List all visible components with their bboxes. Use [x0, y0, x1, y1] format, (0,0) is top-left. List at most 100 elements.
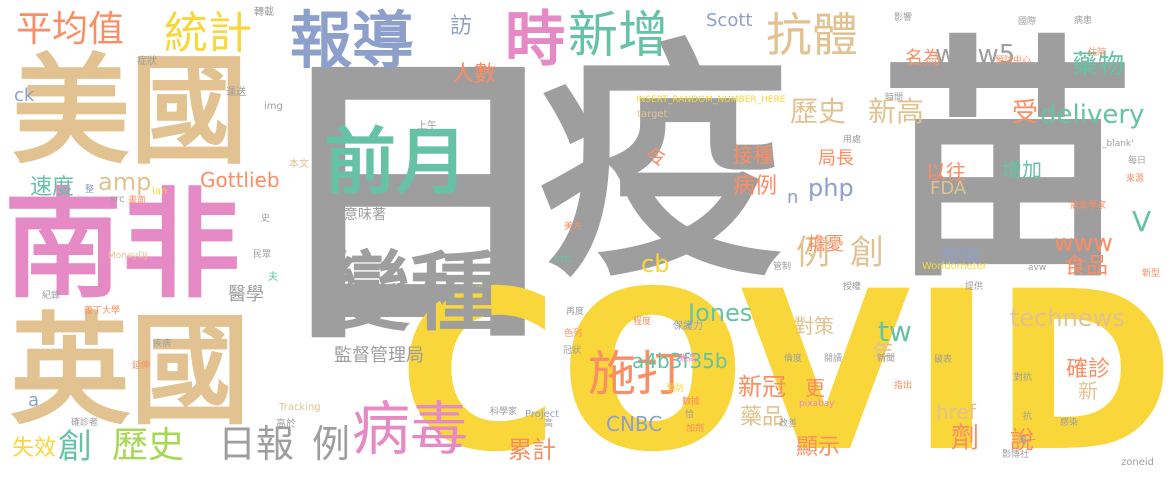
word-shuju: 數據	[682, 397, 701, 407]
word-jixiao: 幾高	[679, 354, 698, 364]
word-chuang2: 創	[850, 233, 884, 273]
word-bingli: 病例	[733, 174, 778, 199]
word-a4b3: a4b3f35b	[632, 349, 728, 373]
word-href: href	[936, 400, 976, 424]
word-baodao: 報導	[290, 4, 415, 77]
word-tw: tw	[878, 315, 912, 348]
word-gaoyu: 高於	[276, 419, 296, 430]
word-chengdu: 程度	[633, 317, 652, 327]
word-jiandu: 監督管理局	[334, 345, 424, 366]
word-fu: 夫	[268, 272, 278, 283]
word-yidu: 倫度	[784, 354, 803, 364]
word-delivery: delivery	[1040, 100, 1145, 130]
word-yingxiang: 影響	[894, 13, 913, 23]
word-shi: 時	[505, 5, 565, 75]
word-zengjia: 增加	[1002, 158, 1042, 182]
word-cnbc: CNBC	[606, 412, 663, 436]
word-yuedu: 閱讀	[824, 354, 843, 364]
word-yanshen: 延伸	[132, 361, 151, 371]
word-bingyuan: 病患	[1074, 16, 1093, 26]
word-tracking: Tracking	[279, 402, 321, 413]
word-zhichu: 指出	[894, 381, 913, 391]
word-qianyue: 前月	[324, 120, 469, 204]
word-cdc: CDC	[554, 255, 574, 265]
word-shijian: 時間	[885, 93, 904, 103]
word-guanzhuang: 冠狀	[563, 346, 582, 356]
word-yunsong: 運送	[226, 87, 246, 98]
word-zheng: 整	[85, 185, 95, 195]
word-xianshi: 顯示	[796, 435, 841, 460]
word-nian: 年	[872, 341, 895, 366]
word-beiding: 蕾丁大學	[84, 306, 121, 316]
word-bingdu: 病毒	[352, 395, 469, 463]
word-lan: lan	[152, 186, 168, 197]
word-target: target	[637, 109, 668, 120]
word-geng: 更	[805, 376, 825, 400]
word-src: src	[110, 194, 125, 205]
word-kang: 抗	[1023, 412, 1033, 422]
word-yiwang: 以往	[926, 160, 966, 184]
word-huan: 懷	[993, 75, 1003, 85]
word-pochu: 破表	[934, 355, 953, 365]
word-covid: COVID	[397, 244, 1175, 482]
word-benwen: 本文	[289, 159, 309, 170]
word-yiweizhe: 意味著	[344, 207, 386, 223]
word-n: n	[787, 187, 799, 208]
word-xinwen: 新聞	[877, 354, 896, 364]
word-yingbo: 影博社	[1002, 450, 1030, 460]
word-avw: avw	[1028, 263, 1047, 273]
word-www5: www5	[935, 40, 1016, 70]
word-zhuanzai: 轉載	[254, 7, 274, 18]
word-leiji: 累計	[508, 436, 556, 464]
word-xinzeng: 新增	[568, 6, 668, 64]
word-jiaoshou: 授權	[843, 282, 862, 292]
word-sela: 色列	[564, 329, 583, 339]
word-pingjunzhi: 平均值	[16, 9, 125, 50]
word-minzhong: 民眾	[253, 250, 272, 260]
word-miao: 苗	[880, 15, 1136, 312]
word-www: www	[1054, 229, 1113, 257]
word-meifang: 美方	[564, 222, 583, 232]
word-scott: Scott	[706, 10, 753, 31]
word-guanli: 管制	[773, 262, 792, 272]
word-jiaji: 加劑	[686, 424, 705, 434]
word-sudu: 速度	[30, 175, 75, 200]
word-ji: 劑	[951, 421, 980, 454]
word-shuo: 說	[1010, 426, 1034, 454]
word-meiri: 每日	[1128, 156, 1147, 166]
word-lishi1: 歷史	[112, 425, 185, 466]
word-danyou: 擔憂	[808, 234, 844, 255]
word-worldometer: Worldometer	[922, 261, 987, 272]
word-renshu: 人數	[452, 62, 497, 87]
word-li1: 例	[312, 422, 351, 466]
word-laiyuan: 來源	[1126, 174, 1145, 184]
word-duice: 對策	[794, 314, 834, 338]
word-php: php	[808, 174, 854, 202]
word-pixabay: pixabay	[799, 399, 835, 409]
word-duikang: 對抗	[1014, 373, 1033, 383]
word-gao: 高	[544, 419, 554, 429]
word-yufang: 預防	[666, 384, 685, 394]
word-fang: 訪	[450, 14, 473, 39]
word-gongshi: 國際	[1018, 17, 1037, 27]
word-zoneid: zoneid	[1121, 457, 1154, 468]
word-bianzhong: 變種	[324, 243, 496, 343]
word-li2: 例	[796, 233, 830, 273]
word-yixue: 醫學	[228, 284, 264, 305]
word-jones: Jones	[688, 299, 753, 327]
word-jilu: 紀錄	[42, 291, 61, 301]
word-jiakuai: 加快	[940, 244, 980, 268]
word-zhuangkuang: 症狀	[137, 56, 157, 67]
word-yaopin: 藥品	[740, 405, 785, 430]
word-jibing: 疾病	[153, 339, 172, 349]
word-fda: FDA	[930, 178, 967, 199]
word-qia: 恰	[685, 410, 695, 420]
word-yongdu: 用處	[843, 135, 862, 145]
word-lishi2: 歷史	[790, 95, 847, 128]
word-moneydj: MoneyDJ	[108, 251, 148, 261]
word-ri: 日	[262, 24, 572, 385]
word-img: img	[264, 101, 283, 112]
word-blank: _blank'	[1102, 139, 1134, 149]
word-tongji: 統計	[164, 8, 252, 59]
